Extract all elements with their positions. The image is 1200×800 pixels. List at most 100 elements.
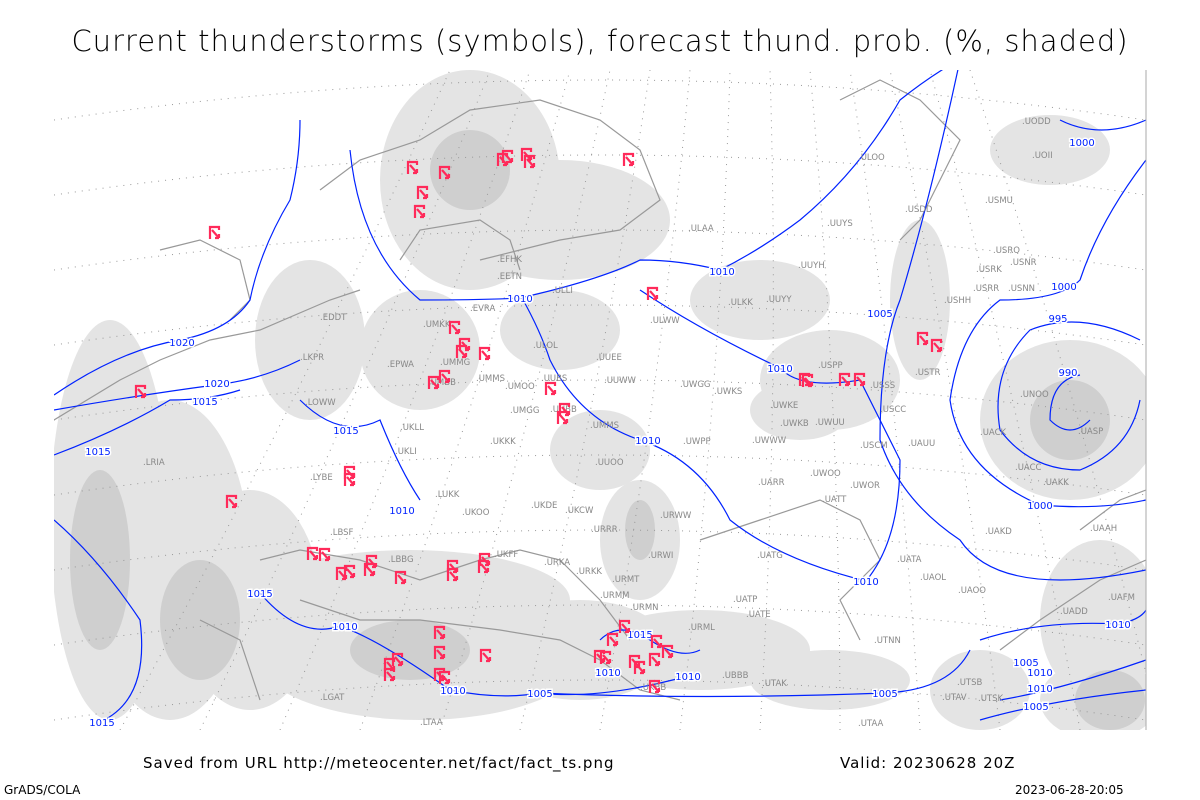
isobar-label: 1005 (1013, 658, 1038, 669)
shading-area (255, 260, 365, 420)
thunderstorm-symbol (306, 546, 319, 561)
station-label: .ULKK (728, 298, 753, 308)
isobar-label: 1020 (204, 379, 229, 390)
station-label: .UODD (1022, 117, 1051, 127)
station-label: .UKLI (395, 447, 417, 457)
station-label: .USNN (1008, 284, 1035, 294)
station-label: .UATG (757, 551, 783, 561)
station-label: .UWKE (770, 401, 798, 411)
isobar-line (997, 321, 1141, 471)
isobar-label: 1010 (440, 686, 465, 697)
isobar-line (299, 399, 421, 501)
station-label: .LBSF (330, 528, 354, 538)
station-label: .UKCW (565, 506, 594, 516)
thunderstorm-symbol (318, 547, 331, 562)
station-label: .URWI (648, 551, 673, 561)
isobar-line (999, 659, 1146, 701)
station-label: .LOWW (305, 398, 336, 408)
station-label: .UKLL (400, 423, 424, 433)
station-label: .USRR (973, 284, 999, 294)
thunderstorm-symbol (446, 567, 459, 582)
isobar-label: 1000 (1027, 501, 1052, 512)
shading-area-high (1075, 670, 1145, 730)
meridian (759, 70, 774, 730)
station-label: .UACK (980, 428, 1007, 438)
station-label: .UAUU (908, 439, 935, 449)
coastline (54, 289, 361, 421)
isobar-line (1049, 374, 1091, 431)
station-label: .UKKK (490, 437, 516, 447)
thunderstorm-symbol (413, 204, 426, 219)
shading-area (450, 160, 670, 280)
station-label: .UAKK (1043, 478, 1069, 488)
meridian (359, 70, 571, 730)
station-label: .UATT (822, 495, 847, 505)
generated-timestamp: 2023-06-28-20:05 (1015, 783, 1124, 797)
isobar-line (259, 592, 689, 697)
station-label: .UADD (1060, 607, 1088, 617)
thunderstorm-symbol (648, 652, 661, 667)
parallel (54, 679, 1146, 721)
thunderstorm-symbol (343, 564, 356, 579)
station-label: .UUYY (766, 295, 792, 305)
isobar-label: 1015 (627, 630, 652, 641)
station-label: .LRIA (143, 458, 165, 468)
station-label: .UUWW (604, 376, 637, 386)
shading-area-high (350, 620, 470, 680)
station-label: .UUYS (827, 219, 853, 229)
parallel (54, 79, 1146, 121)
thunderstorm-symbol (853, 372, 866, 387)
isobar-label: 1005 (1023, 702, 1048, 713)
isobar-label: 995 (1048, 314, 1067, 325)
isobar-label: 1010 (853, 577, 878, 588)
shading-area (990, 115, 1110, 185)
station-label: .LBBG (388, 555, 414, 565)
parallel (54, 529, 1146, 571)
station-label: .UATA (897, 555, 922, 565)
isobar-label: 1010 (709, 267, 734, 278)
isobars (54, 70, 1146, 723)
thunderstorm-symbol (479, 648, 492, 663)
station-label: .UAKD (985, 527, 1012, 537)
isobar-line (979, 689, 1146, 721)
isobar-line (54, 119, 301, 396)
station-label: .UTSK (978, 694, 1004, 704)
coastline (399, 219, 521, 271)
thunderstorm-symbol (556, 410, 569, 425)
station-label: .UASP (1078, 427, 1103, 437)
isobar-line (599, 629, 701, 654)
shading-area (360, 290, 480, 410)
coastline (159, 239, 251, 321)
station-label: .UUBS (541, 374, 567, 384)
thunderstorm-symbol (363, 562, 376, 577)
station-label: .UKOO (462, 508, 490, 518)
meridian (889, 70, 1001, 730)
station-label: .ULOL (533, 341, 558, 351)
isobar-line (54, 359, 301, 411)
station-label: .URRR (591, 525, 618, 535)
lat-lon-grid (54, 70, 1146, 730)
thunderstorm-symbol (544, 381, 557, 396)
thunderstorm-symbol (335, 566, 348, 581)
station-label: .UKDE (531, 501, 557, 511)
station-label: .UUOO (595, 458, 624, 468)
station-label: .USRO (993, 246, 1020, 256)
station-label: .LYBE (310, 473, 333, 483)
station-label: .ULAA (688, 224, 714, 234)
isobar-label: 1010 (1105, 620, 1130, 631)
coastline (839, 79, 961, 241)
station-label: .USCM (860, 441, 888, 451)
thunderstorm-symbol (606, 632, 619, 647)
station-label: .UMGG (510, 406, 539, 416)
isobar-label: 1015 (247, 589, 272, 600)
isobar-label: 1015 (192, 397, 217, 408)
thunderstorm-symbol (599, 650, 612, 665)
station-label: .USPP (818, 361, 843, 371)
isobar-label: 1010 (507, 294, 532, 305)
station-label: .UKFF (494, 550, 518, 560)
station-label: .ULOO (858, 153, 885, 163)
parallel (54, 154, 1146, 196)
thunderstorm-symbols (134, 147, 943, 694)
thunderstorm-symbol (477, 559, 490, 574)
